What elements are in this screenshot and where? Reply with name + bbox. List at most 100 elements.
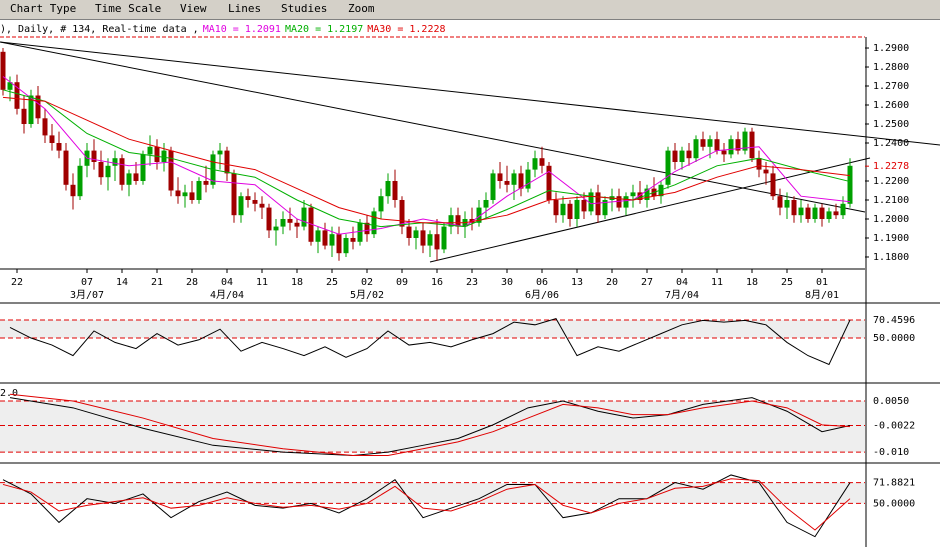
candle-body	[413, 230, 419, 238]
y-tick-label: 1.2100	[873, 195, 909, 206]
candle-body	[175, 190, 181, 197]
x-tick-label: 27	[641, 277, 653, 288]
candle-body	[700, 139, 706, 147]
candle-body	[756, 158, 762, 170]
candle-body	[623, 196, 629, 208]
x-tick-label: 04	[676, 277, 688, 288]
x-tick-label: 11	[256, 277, 268, 288]
candle-body	[280, 218, 286, 227]
candle-body	[245, 196, 251, 200]
panel-band	[0, 482, 865, 504]
candle-body	[483, 199, 489, 208]
candle-body	[224, 150, 230, 174]
y-tick-label: 1.2800	[873, 62, 909, 73]
candle-body	[392, 180, 398, 200]
panel-band	[0, 320, 865, 339]
candle-body	[546, 165, 552, 200]
candle-body	[518, 173, 524, 189]
x-tick-label: 28	[186, 277, 198, 288]
y-tick-label: 1.2600	[873, 100, 909, 111]
candle-body	[805, 207, 811, 219]
candle-body	[833, 211, 839, 216]
x-tick-label: 25	[326, 277, 338, 288]
candle-body	[196, 180, 202, 200]
candle-body	[126, 173, 132, 185]
header-text: ), Daily, # 134, Real-time data ,	[0, 24, 199, 35]
trend-line	[0, 41, 866, 213]
candle-body	[14, 82, 20, 109]
menu-item[interactable]: Time Scale	[95, 2, 162, 15]
menu-item[interactable]: Zoom	[348, 2, 375, 15]
candle-body	[602, 199, 608, 216]
candle-body	[329, 234, 335, 246]
menu-item[interactable]: Chart Type	[10, 2, 77, 15]
candle-body	[63, 150, 69, 185]
x-tick-label: 18	[746, 277, 758, 288]
candle-body	[525, 169, 531, 189]
candle-body	[147, 146, 153, 155]
candle-body	[742, 131, 748, 151]
candle-body	[791, 199, 797, 216]
indicator-line	[9, 393, 851, 457]
candle-body	[399, 199, 405, 227]
candle-body	[371, 211, 377, 235]
candle-body	[231, 173, 237, 216]
candle-body	[70, 184, 76, 197]
legend-entry: MA30 = 1.2228	[367, 24, 445, 35]
panel-band	[0, 401, 865, 453]
y-tick-label: 1.2200	[873, 176, 909, 187]
y-tick-label: -0.010	[873, 447, 909, 458]
x-tick-label: 14	[116, 277, 128, 288]
y-tick-label: 1.2900	[873, 43, 909, 54]
x-tick-label: 04	[221, 277, 233, 288]
candle-body	[294, 222, 300, 227]
candle-body	[679, 150, 685, 162]
y-tick-label: 50.0000	[873, 333, 915, 344]
candle-body	[658, 184, 664, 197]
candle-body	[728, 139, 734, 155]
chart: 1.2900 1.2800 1.2700 1.2600 1.2500 1.2400 1.22…	[0, 24, 940, 547]
menu-item[interactable]: View	[180, 2, 207, 15]
menu-item[interactable]: Studies	[281, 2, 328, 15]
menu-item[interactable]: Lines	[228, 2, 262, 15]
x-tick-label: 21	[151, 277, 163, 288]
candle-body	[308, 207, 314, 242]
candle-body	[749, 131, 755, 159]
chart-header: ), Daily, # 134, Real-time data , MA10 = …	[0, 24, 446, 35]
candle-body	[259, 203, 265, 208]
candle-body	[819, 207, 825, 219]
candle-body	[77, 165, 83, 197]
y-tick-label: 1.2500	[873, 119, 909, 130]
candle-body	[847, 165, 853, 204]
candle-body	[448, 215, 454, 227]
candle-body	[49, 135, 55, 144]
candle-body	[91, 150, 97, 162]
candle-body	[322, 230, 328, 246]
candle-body	[161, 150, 167, 162]
candle-body	[42, 118, 48, 136]
candle-body	[56, 143, 62, 151]
candle-body	[287, 218, 293, 223]
legend-entry: MA10 = 1.2091	[203, 24, 281, 35]
menu-bar: Chart Type Time Scale View Lines Studies Zoom	[0, 0, 940, 20]
candle-body	[735, 139, 741, 151]
y-tick-label: -0.0022	[873, 421, 915, 432]
candle-body	[112, 158, 118, 166]
candle-body	[364, 222, 370, 235]
x-tick-label: 16	[431, 277, 443, 288]
y-tick-label: 71.8821	[873, 478, 915, 489]
x-tick-label: 02	[361, 277, 373, 288]
candle-body	[182, 192, 188, 197]
candle-body	[343, 237, 349, 254]
y-tick-label: 1.1900	[873, 233, 909, 244]
x-tick-label: 18	[291, 277, 303, 288]
x-tick-label: 22	[11, 277, 23, 288]
candle-body	[273, 226, 279, 231]
candle-body	[532, 158, 538, 170]
indicator-line	[2, 96, 851, 224]
candle-body	[630, 192, 636, 197]
candle-body	[693, 139, 699, 159]
indicator-line	[9, 318, 851, 366]
month-label: 5月/02	[350, 289, 384, 301]
candle-body	[217, 150, 223, 155]
